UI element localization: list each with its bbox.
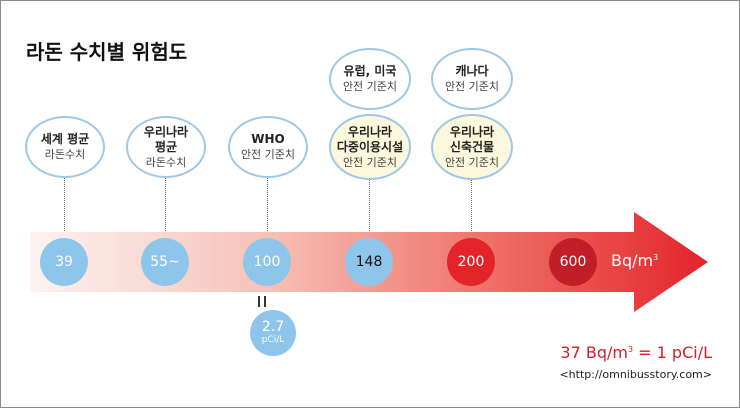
bubble-world-average-title: 세계 평균 xyxy=(40,132,90,146)
bubble-who-sub: 안전 기준치 xyxy=(240,148,296,161)
bubble-who-title: WHO xyxy=(251,132,285,146)
bubble-korea-public-facilities-sub: 안전 기준치 xyxy=(342,155,398,169)
bubble-who: WHO 안전 기준치 xyxy=(228,116,308,178)
value-600: 600 xyxy=(549,238,597,286)
ratio-right: = 1 pCi/L xyxy=(633,343,712,362)
source-link: <http://omnibusstory.com> xyxy=(559,368,712,381)
bubble-canada: 캐나다 안전 기준치 xyxy=(431,48,513,110)
value-39: 39 xyxy=(40,238,88,286)
leader-line-148 xyxy=(369,180,370,231)
bubble-us-europe-title: 유럽, 미국 xyxy=(343,64,397,78)
value-55: 55~ xyxy=(141,238,189,286)
bubble-canada-sub: 안전 기준치 xyxy=(444,80,500,93)
equals-sign xyxy=(244,296,280,308)
unit-sup: 3 xyxy=(653,253,659,262)
bubble-us-europe: 유럽, 미국 안전 기준치 xyxy=(329,48,411,110)
bubble-korea-average-sub: 라돈수치 xyxy=(145,155,187,169)
bubble-canada-title: 캐나다 xyxy=(455,64,489,78)
page-title: 라돈 수치별 위험도 xyxy=(26,40,188,64)
bubble-korea-public-facilities-title2: 다중이용시설 xyxy=(336,139,404,154)
bubble-korea-average-title: 우리나라 xyxy=(143,124,189,139)
value-148: 148 xyxy=(345,238,393,286)
ratio-sup: 3 xyxy=(627,345,634,354)
conversion-value: 2.7 xyxy=(261,319,285,335)
bubble-korea-average: 우리나라 평균 라돈수치 xyxy=(126,116,206,178)
leader-line-200 xyxy=(471,180,472,231)
bubble-world-average: 세계 평균 라돈수치 xyxy=(25,116,105,178)
leader-line-39 xyxy=(64,178,65,231)
bubble-korea-new-buildings-sub: 안전 기준치 xyxy=(444,155,500,169)
unit-base: Bq/m xyxy=(611,251,654,270)
ratio-left: 37 Bq/m xyxy=(560,343,628,362)
value-100: 100 xyxy=(243,238,291,286)
conversion-circle: 2.7 pCi/L xyxy=(250,310,296,356)
bubble-korea-new-buildings-title: 우리나라 xyxy=(449,124,495,139)
bubble-korea-new-buildings: 우리나라 신축건물 안전 기준치 xyxy=(431,114,513,180)
bubble-korea-new-buildings-title2: 신축건물 xyxy=(449,139,495,154)
unit-label: Bq/m3 xyxy=(611,251,658,270)
leader-line-100 xyxy=(267,178,268,231)
bubble-korea-public-facilities-title: 우리나라 xyxy=(347,124,393,139)
bubble-us-europe-sub: 안전 기준치 xyxy=(342,80,398,93)
bubble-korea-average-title2: 평균 xyxy=(154,139,178,154)
bubble-korea-public-facilities: 우리나라 다중이용시설 안전 기준치 xyxy=(329,114,411,180)
conversion-unit: pCi/L xyxy=(261,335,285,345)
bubble-world-average-sub: 라돈수치 xyxy=(44,148,86,161)
leader-line-55 xyxy=(165,178,166,231)
conversion-ratio: 37 Bq/m3 = 1 pCi/L xyxy=(560,343,712,362)
value-200: 200 xyxy=(447,238,495,286)
